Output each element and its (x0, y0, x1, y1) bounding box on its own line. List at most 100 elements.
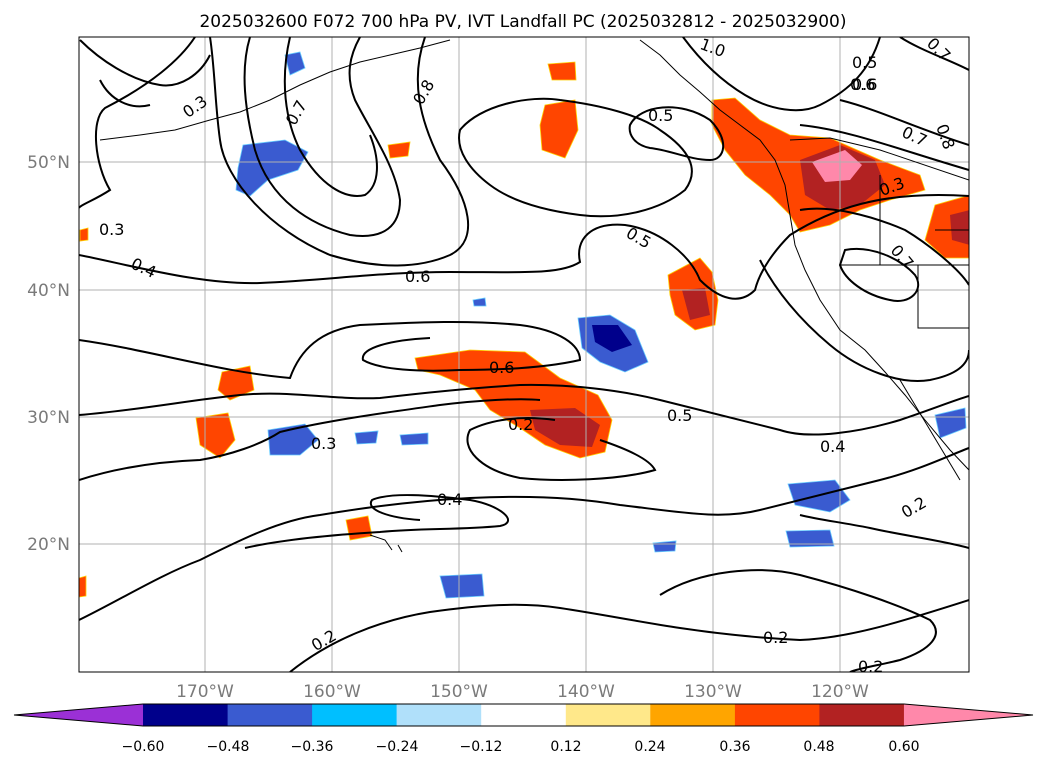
colorbar-tick-label: 0.12 (550, 739, 581, 755)
contour-4 (79, 398, 541, 481)
colorbar-tick-label: −0.36 (291, 739, 334, 755)
colorbar-extend-high (903, 704, 1033, 726)
colorbar-extend-low (14, 704, 143, 726)
lon-label: 150°W (430, 682, 488, 702)
contour-12 (209, 37, 470, 267)
contour-label: 0.2 (858, 657, 883, 676)
contour-label: 0.6 (852, 75, 877, 94)
contour-label: 0.6 (405, 267, 430, 286)
contour-25 (99, 79, 151, 108)
lat-label: 50°N (27, 153, 70, 173)
contour-13 (243, 37, 402, 237)
contour-6 (466, 417, 657, 481)
colorbar-segment (734, 704, 820, 726)
anomaly-small-2 (547, 61, 577, 81)
contour-23 (899, 37, 969, 71)
contour-22 (838, 247, 920, 302)
colorbar-segment (312, 704, 398, 726)
contour-17 (682, 37, 881, 112)
colorbar-tick-label: −0.60 (122, 739, 165, 755)
anomaly-neg-140w-core (592, 325, 632, 352)
colorbar-tick-label: −0.24 (376, 739, 419, 755)
contour-20 (759, 259, 969, 382)
contour-21 (799, 207, 969, 286)
colorbar-outline (13, 703, 1034, 727)
contour-label: 0.4 (820, 437, 845, 456)
contour-label: 0.6 (850, 75, 875, 94)
longitude-labels: 170°W 160°W 150°W 140°W 130°W 120°W (176, 682, 869, 702)
contour-label: 0.3 (311, 434, 336, 453)
map-frame (78, 36, 970, 673)
anomaly-small-8 (79, 575, 87, 598)
contour-7 (79, 447, 969, 621)
anomaly-small-7 (79, 227, 89, 242)
anomaly-small-3 (387, 141, 411, 159)
contour-8 (244, 494, 509, 549)
pv-contours (79, 37, 969, 672)
colorbar-tick-label: 0.36 (719, 739, 750, 755)
contour-label: 0.6 (489, 358, 514, 377)
anomaly-neg-5 (439, 573, 485, 599)
colorbar-tick-label: −0.48 (207, 739, 250, 755)
contour-9 (289, 599, 969, 672)
shaded-anomalies (79, 51, 969, 599)
contour-label: 0.5 (667, 406, 692, 425)
colorbar-tick-label: 0.48 (803, 739, 834, 755)
lat-label: 20°N (27, 535, 70, 555)
contour-label: 0.2 (508, 415, 533, 434)
anomaly-neg-9 (652, 540, 677, 553)
colorbar-segment (565, 704, 651, 726)
contour-18 (839, 99, 969, 146)
contour-11 (799, 514, 969, 549)
anomaly-130w-40n-core (682, 288, 710, 320)
colorbar-segment (143, 704, 229, 726)
lon-label: 130°W (684, 682, 742, 702)
colorbar-segment (396, 704, 482, 726)
contour-16 (628, 106, 725, 162)
anomaly-neg-10 (472, 297, 487, 307)
contour-label: 0.5 (852, 53, 877, 72)
lon-label: 140°W (557, 682, 615, 702)
colorbar-tick-label: 0.24 (634, 739, 665, 755)
colorbar-segment (650, 704, 736, 726)
anomaly-small-6 (345, 515, 373, 541)
colorbar (13, 703, 1034, 727)
contour-label: 0.4 (437, 490, 462, 509)
contour-14 (283, 37, 378, 197)
figure-title: 2025032600 F072 700 hPa PV, IVT Landfall… (199, 12, 846, 32)
contour-5 (79, 383, 969, 436)
anomaly-central-band-core (530, 408, 600, 447)
contour-1 (79, 37, 196, 209)
anomaly-neg-7 (785, 529, 835, 548)
contour-label: 1.0 (697, 34, 727, 61)
anomaly-neg-8 (934, 407, 967, 439)
colorbar-segment (819, 704, 905, 726)
lon-label: 160°W (303, 682, 361, 702)
colorbar-segment (481, 704, 567, 726)
lon-label: 170°W (176, 682, 234, 702)
latitude-labels: 50°N 40°N 30°N 20°N (27, 153, 70, 555)
colorbar-tick-label: −0.12 (460, 739, 503, 755)
contour-label: 0.5 (648, 106, 673, 125)
lat-label: 30°N (27, 408, 70, 428)
lon-label: 120°W (811, 682, 869, 702)
anomaly-small-1 (539, 99, 579, 159)
contour-label: 0.3 (99, 220, 124, 239)
colorbar-ticks: −0.60 −0.48 −0.36 −0.24 −0.12 0.12 0.24 … (122, 739, 920, 755)
anomaly-neg-3 (354, 430, 379, 445)
contour-15 (458, 97, 693, 218)
contour-24 (79, 39, 211, 87)
anomaly-small-5 (195, 412, 236, 459)
anomaly-neg-4 (399, 432, 429, 446)
colorbar-segment (227, 704, 313, 726)
contour-label: 0.2 (763, 628, 788, 647)
contour-2 (79, 193, 969, 300)
colorbar-tick-label: 0.60 (888, 739, 919, 755)
contour-19 (799, 124, 969, 171)
anomaly-neg-top (284, 51, 306, 76)
anomaly-pnw-peak (812, 150, 862, 182)
contour-3 (79, 320, 582, 380)
anomaly-east-edge-core (950, 210, 969, 245)
lat-label: 40°N (27, 281, 70, 301)
